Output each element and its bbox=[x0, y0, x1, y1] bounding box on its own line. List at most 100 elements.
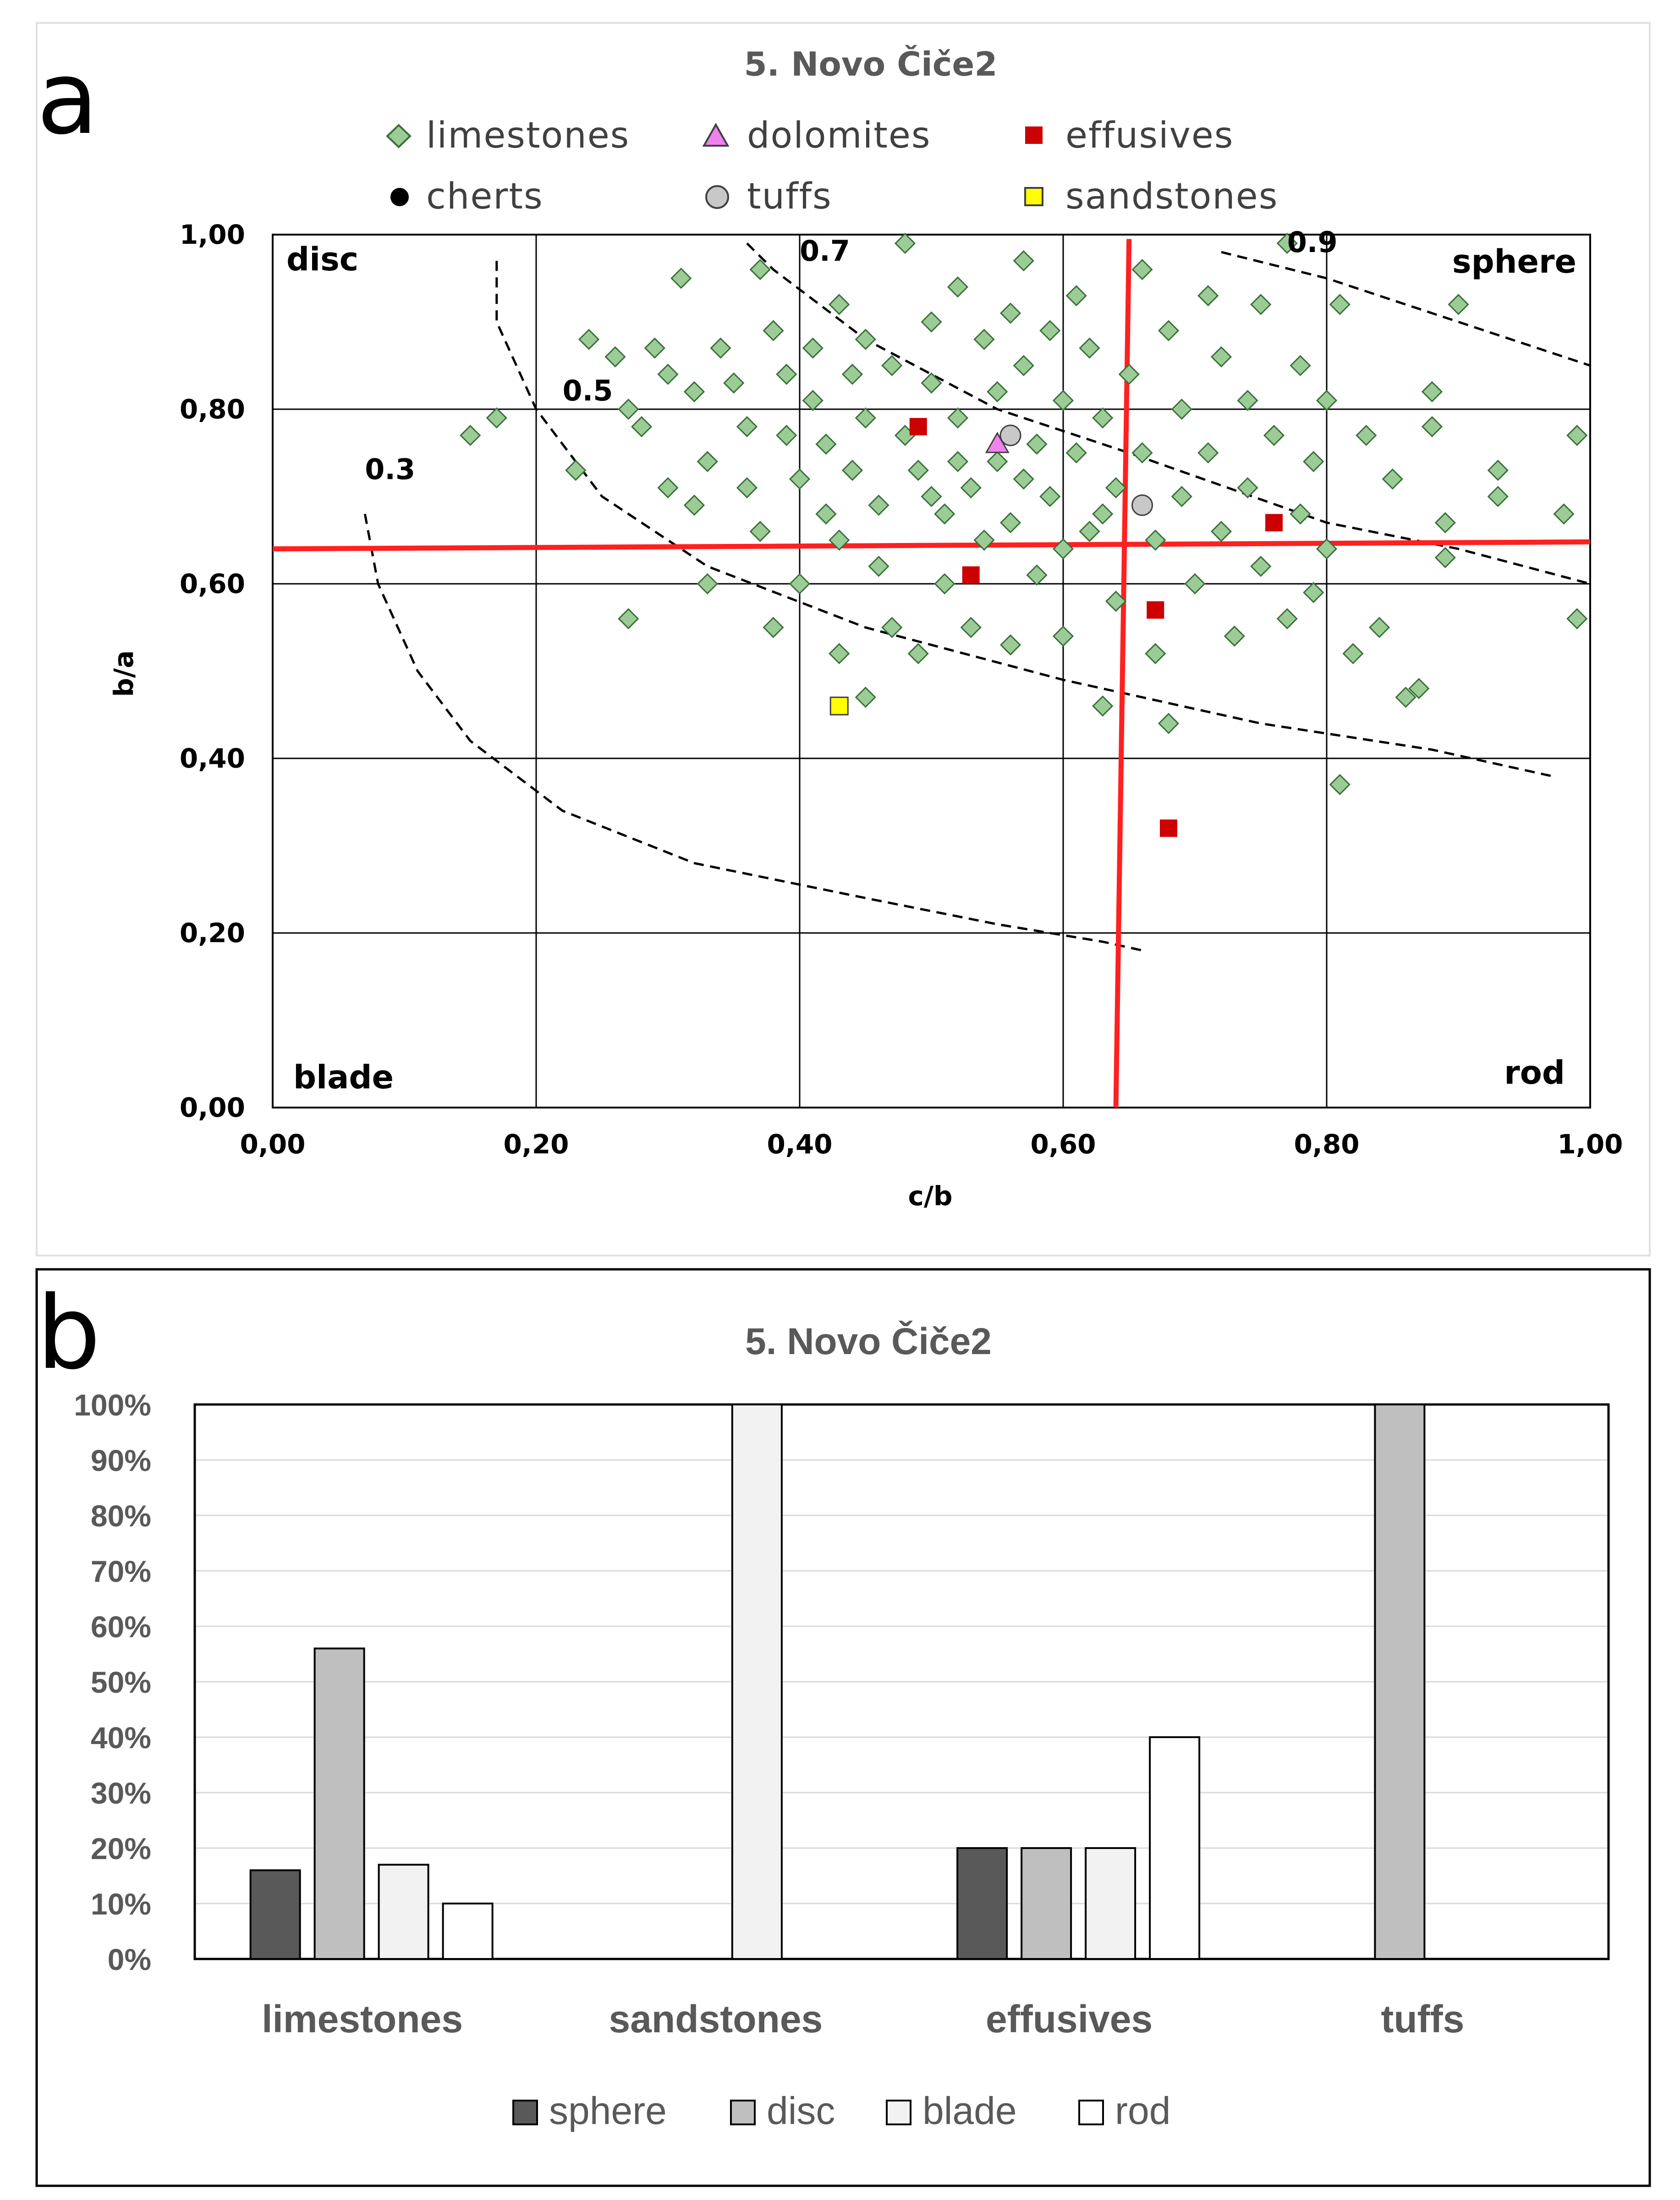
threshold-vertical-line bbox=[1113, 239, 1132, 1108]
zone-label-sphere: sphere bbox=[1452, 243, 1576, 280]
point-limestones bbox=[960, 617, 982, 638]
point-limestones bbox=[618, 398, 639, 420]
point-limestones bbox=[1026, 564, 1048, 586]
bar-y-tick-label: 30% bbox=[91, 1776, 151, 1810]
point-limestones bbox=[855, 407, 876, 429]
bar-category-labels: limestones sandstones effusives tuffs bbox=[262, 1997, 1464, 2041]
bar-plot-area bbox=[193, 1403, 1610, 1960]
point-sandstones bbox=[829, 697, 849, 716]
point-limestones bbox=[934, 573, 955, 595]
point-tuffs bbox=[999, 424, 1021, 446]
point-limestones bbox=[1158, 320, 1180, 341]
point-limestones bbox=[1105, 590, 1127, 612]
point-limestones bbox=[829, 294, 850, 315]
bar-marks bbox=[249, 1404, 1426, 1960]
point-limestones bbox=[670, 268, 692, 289]
bar-legend-marker-sphere bbox=[512, 2100, 538, 2125]
point-limestones bbox=[1171, 486, 1192, 507]
point-limestones bbox=[1118, 363, 1140, 385]
point-limestones bbox=[921, 486, 942, 507]
isoline-label: 0.5 bbox=[563, 374, 613, 407]
point-limestones bbox=[1487, 460, 1509, 481]
bar-disc-limestones bbox=[313, 1647, 365, 1960]
point-limestones bbox=[1079, 337, 1100, 359]
point-limestones bbox=[1368, 617, 1390, 638]
y-tick-label: 0,60 bbox=[180, 568, 245, 599]
isoline-3 bbox=[1221, 251, 1591, 367]
point-limestones bbox=[907, 643, 929, 664]
zone-label-rod: rod bbox=[1504, 1054, 1565, 1092]
point-limestones bbox=[1434, 512, 1456, 533]
point-effusives bbox=[1160, 819, 1177, 837]
point-limestones bbox=[1276, 232, 1298, 254]
point-limestones bbox=[921, 372, 942, 394]
point-limestones bbox=[934, 503, 955, 525]
point-limestones bbox=[815, 503, 837, 525]
point-limestones bbox=[697, 573, 718, 595]
point-limestones bbox=[1250, 555, 1272, 577]
y-tick-label: 1,00 bbox=[180, 219, 245, 250]
point-limestones bbox=[921, 311, 942, 333]
point-limestones bbox=[973, 329, 995, 350]
scatter-tick-labels: 0,00 0,20 0,40 0,60 0,80 1,00 0,00 0,20 0,40 0,60… bbox=[180, 219, 1623, 1160]
point-limestones bbox=[881, 355, 903, 376]
point-limestones bbox=[683, 381, 705, 403]
point-limestones bbox=[1356, 425, 1377, 446]
point-limestones bbox=[1566, 608, 1588, 630]
isoline-label: 0.9 bbox=[1287, 225, 1338, 259]
bar-y-tick-label: 20% bbox=[91, 1832, 151, 1865]
point-limestones bbox=[683, 494, 705, 516]
point-limestones bbox=[1395, 686, 1416, 708]
point-limestones bbox=[1052, 390, 1074, 411]
point-limestones bbox=[1263, 425, 1285, 446]
point-limestones bbox=[829, 643, 850, 664]
point-limestones bbox=[1448, 294, 1469, 315]
scatter-legend: limestones dolomites effusives cherts tu… bbox=[386, 115, 1277, 217]
point-limestones bbox=[1052, 625, 1074, 647]
point-limestones bbox=[894, 232, 916, 254]
bar-sphere-effusives bbox=[956, 1847, 1008, 1960]
legend-marker-cherts bbox=[390, 188, 409, 206]
isoline-label: 0.3 bbox=[365, 452, 415, 486]
point-limestones bbox=[1316, 538, 1338, 560]
point-limestones bbox=[749, 259, 771, 280]
point-limestones bbox=[1092, 503, 1114, 525]
point-limestones bbox=[1290, 503, 1311, 525]
point-limestones bbox=[763, 320, 784, 341]
y-tick-label: 0,80 bbox=[180, 394, 245, 425]
point-effusives bbox=[1147, 601, 1164, 619]
point-limestones bbox=[789, 573, 811, 595]
bar-legend-marker-disc bbox=[730, 2100, 756, 2125]
point-limestones bbox=[578, 329, 600, 350]
point-limestones bbox=[1065, 285, 1087, 307]
point-limestones bbox=[829, 529, 850, 551]
isoline-0 bbox=[363, 514, 1143, 952]
x-tick-label: 1,00 bbox=[1557, 1129, 1623, 1160]
point-limestones bbox=[1303, 582, 1324, 603]
bar-gridlines bbox=[195, 1459, 1609, 1904]
scatter-points bbox=[460, 232, 1588, 837]
bar-y-tick-label: 10% bbox=[91, 1887, 151, 1921]
bar-y-tick-label: 80% bbox=[91, 1499, 151, 1533]
point-limestones bbox=[1039, 486, 1061, 507]
point-limestones bbox=[1342, 643, 1364, 664]
point-limestones bbox=[723, 372, 745, 394]
point-limestones bbox=[776, 363, 797, 385]
threshold-horizontal-line bbox=[272, 539, 1591, 552]
legend-label-dolomites: dolomites bbox=[747, 115, 931, 156]
point-limestones bbox=[736, 416, 758, 438]
point-limestones bbox=[1026, 433, 1048, 455]
point-limestones bbox=[1421, 416, 1443, 438]
point-limestones bbox=[1566, 425, 1588, 446]
point-limestones bbox=[841, 460, 863, 481]
y-tick-label: 0,20 bbox=[180, 917, 245, 949]
point-limestones bbox=[1197, 285, 1219, 307]
point-limestones bbox=[644, 337, 665, 359]
scatter-x-axis-label: c/b bbox=[908, 1180, 952, 1212]
point-limestones bbox=[789, 468, 811, 490]
scatter-gridlines bbox=[273, 235, 1590, 1108]
point-limestones bbox=[947, 407, 969, 429]
bar-legend-marker-rod bbox=[1078, 2100, 1104, 2125]
point-limestones bbox=[1276, 608, 1298, 630]
point-limestones bbox=[1131, 442, 1153, 464]
